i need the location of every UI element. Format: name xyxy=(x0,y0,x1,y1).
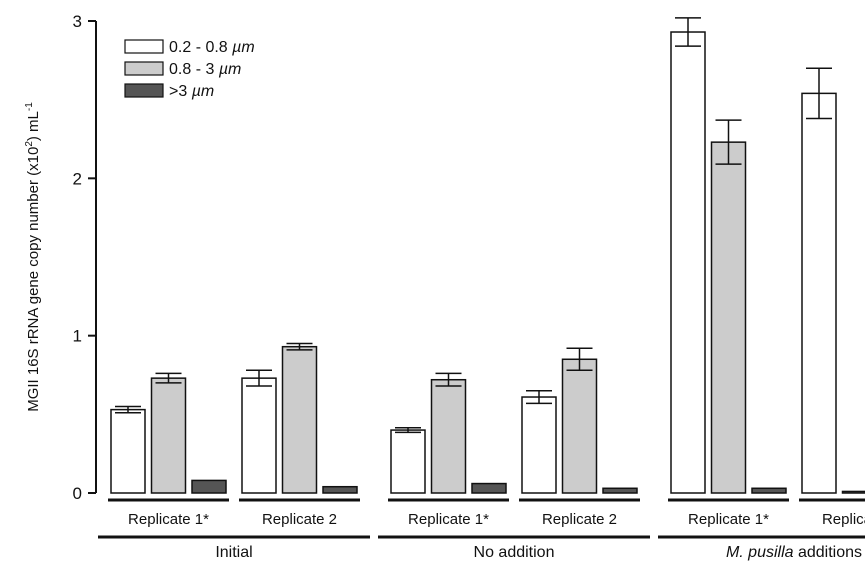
replicate-label: Replicate 2 xyxy=(822,511,865,528)
bar xyxy=(150,377,187,494)
y-axis-label: MGII 16S rRNA gene copy number (x102) mL… xyxy=(24,102,42,412)
legend-label-unit: µm xyxy=(218,61,242,78)
legend-swatch xyxy=(124,39,164,54)
y-axis-label-part: ) mL xyxy=(25,111,42,141)
legend: 0.2 - 0.8 µm0.8 - 3 µm>3 µm xyxy=(124,39,255,100)
legend-swatch xyxy=(124,83,164,98)
bar xyxy=(322,485,358,494)
group-label-italic: M. pusilla xyxy=(726,544,794,561)
legend-swatch xyxy=(124,61,164,76)
replicate-label: Replicate 1* xyxy=(688,511,769,528)
y-axis-label-part: MGII 16S rRNA gene copy number (x10 xyxy=(25,147,42,412)
bar xyxy=(281,345,318,494)
legend-label-range: 0.2 - 0.8 xyxy=(169,39,232,56)
y-tick-label: 1 xyxy=(73,327,82,346)
group-label: No addition xyxy=(474,544,555,561)
bar xyxy=(801,92,837,494)
legend-label: 0.2 - 0.8 µm xyxy=(169,39,255,56)
replicate-label: Replicate 1* xyxy=(128,511,209,528)
legend-label-unit: µm xyxy=(191,83,215,100)
plot-area: 0 1 2 3 Replicate 1* Replicate 2 Initial Replic… xyxy=(73,12,865,561)
bar xyxy=(191,479,227,494)
y-tick-label: 2 xyxy=(73,169,82,188)
bar xyxy=(602,487,638,494)
y-tick-label: 0 xyxy=(73,484,82,503)
bar xyxy=(110,408,146,494)
bar xyxy=(751,487,787,494)
bar xyxy=(710,141,747,494)
bar xyxy=(241,377,277,494)
y-axis-label-part: -1 xyxy=(24,102,35,111)
bar xyxy=(430,378,467,494)
legend-label-unit: µm xyxy=(231,39,255,56)
replicate-label: Replicate 1* xyxy=(408,511,489,528)
bar xyxy=(841,490,865,494)
y-tick-label: 3 xyxy=(73,12,82,31)
bar xyxy=(390,429,426,494)
bar xyxy=(561,358,598,494)
group-label: M. pusilla additions xyxy=(726,544,862,561)
group-label-rest: additions xyxy=(794,544,863,561)
legend-label-range: 0.8 - 3 xyxy=(169,61,219,78)
bar xyxy=(670,31,706,494)
legend-label-range: >3 xyxy=(169,83,192,100)
y-axis-label-part: 2 xyxy=(24,141,35,147)
bar xyxy=(471,482,507,494)
replicate-label: Replicate 2 xyxy=(262,511,337,528)
legend-label: 0.8 - 3 µm xyxy=(169,61,241,78)
bar xyxy=(521,396,557,494)
group-label: Initial xyxy=(215,544,252,561)
legend-label: >3 µm xyxy=(169,83,214,100)
replicate-label: Replicate 2 xyxy=(542,511,617,528)
